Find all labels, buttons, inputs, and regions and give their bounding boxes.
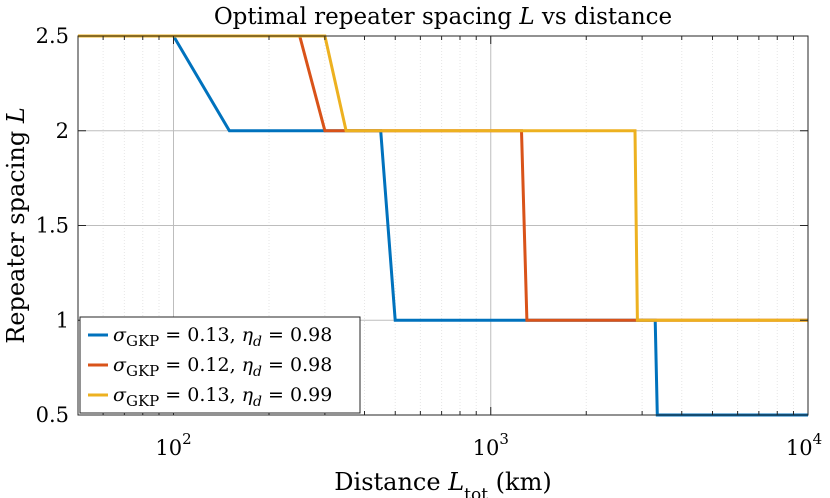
y-tick-label: 1 (56, 308, 69, 332)
legend-entry-2: σGKP = 0.12, ηd = 0.98 (113, 354, 332, 380)
legend-entry-3: σGKP = 0.13, ηd = 0.99 (113, 384, 332, 410)
y-tick-label: 0.5 (36, 403, 69, 427)
legend-entry-1: σGKP = 0.13, ηd = 0.98 (113, 324, 332, 350)
series-line-1 (78, 34, 808, 417)
legend-box (79, 316, 361, 414)
y-tick-label: 2.5 (36, 24, 69, 48)
x-tick-label: 102 (155, 430, 191, 460)
x-axis-label: Distance Ltot (km) (334, 468, 551, 498)
chart-title: Optimal repeater spacing L vs distance (214, 4, 672, 30)
y-tick-label: 2 (56, 119, 69, 143)
y-tick-label: 1.5 (36, 214, 69, 238)
x-tick-label: 104 (786, 430, 822, 460)
x-tick-label: 103 (473, 430, 509, 460)
legend: σGKP = 0.13, ηd = 0.98 σGKP = 0.12, ηd = … (79, 316, 361, 414)
y-axis-label: Repeater spacing L (2, 107, 30, 344)
x-tick-labels: 102 103 104 (155, 430, 822, 460)
y-tick-labels: 0.5 1 1.5 2 2.5 (36, 24, 69, 427)
